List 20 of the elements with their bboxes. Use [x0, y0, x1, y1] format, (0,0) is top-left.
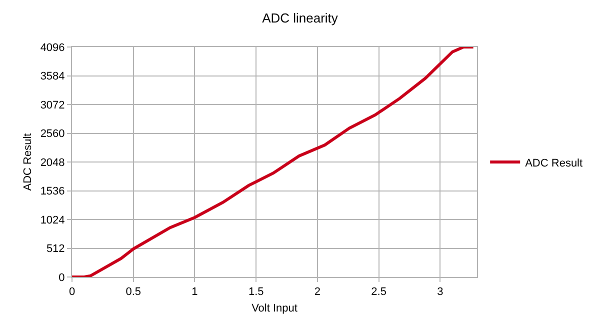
y-tick-label: 4096	[40, 42, 65, 54]
y-axis-title: ADC Result	[22, 133, 34, 191]
x-tick-label: 2	[314, 286, 321, 298]
y-tick-label: 2560	[40, 128, 65, 140]
y-tick-label: 512	[46, 243, 65, 256]
y-tick-label: 1024	[40, 214, 65, 226]
x-tick-label: 2.5	[371, 286, 386, 298]
y-tick-label: 1536	[40, 186, 65, 198]
x-axis-title: Volt Input	[252, 302, 298, 314]
chart-title: ADC linearity	[262, 10, 338, 26]
x-tick-label: 0.5	[126, 286, 142, 298]
y-tick-label: 0	[58, 272, 65, 284]
y-tick-label: 3584	[40, 70, 65, 83]
x-tick-label: 1	[192, 286, 198, 298]
x-tick-label: 1.5	[248, 286, 264, 298]
y-tick-label: 2048	[40, 156, 65, 169]
legend-label: ADC Result	[525, 157, 583, 170]
x-tick-label: 3	[437, 286, 444, 298]
y-tick-label: 3072	[40, 99, 65, 112]
x-tick-label: 0	[68, 286, 76, 298]
